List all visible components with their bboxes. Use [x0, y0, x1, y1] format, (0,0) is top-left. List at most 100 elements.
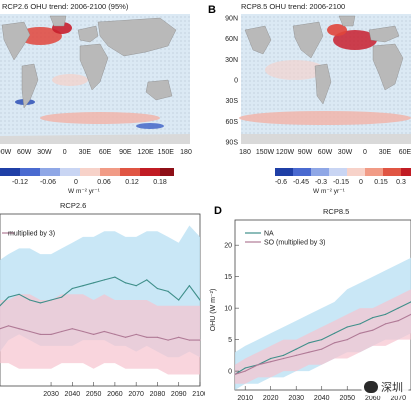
d-point-1-13	[397, 320, 399, 322]
map-b-cb-tick-5: 0.15	[374, 179, 388, 186]
d-point-1-9	[346, 339, 348, 341]
chart-c-legend: multiplied by 3)	[2, 231, 55, 238]
c-xtick-3: 2060	[107, 391, 123, 398]
chart-d-yaxis: 0 5 10 15 20	[224, 243, 239, 376]
map-a-cb-tick-0: -0.12	[12, 179, 28, 186]
map-b-lat-tick-2: 30N	[225, 57, 238, 64]
map-b-cb-tick-1: -0.45	[293, 179, 309, 186]
map-b-asia-east	[244, 25, 272, 55]
map-a-lon-tick-5: 60E	[99, 149, 112, 156]
map-a-units: W m⁻² yr⁻¹	[68, 188, 101, 195]
map-b-lat-tick-5: 60S	[226, 119, 239, 126]
c-point-0-17	[178, 299, 180, 301]
chart-d-panel: D RCP8.5 OHU (W m⁻²) 2010 2020 2030 2040 205…	[210, 205, 411, 402]
c-point-1-15	[156, 336, 158, 338]
map-a-lon-tick-2: 30W	[37, 149, 52, 156]
d-xtick-0: 2010	[237, 395, 253, 402]
c-xtick-0: 2030	[43, 391, 59, 398]
c-xtick-2: 2050	[86, 391, 102, 398]
c-point-1-11	[114, 333, 116, 335]
map-a-cb-tick-5: 0.18	[153, 179, 167, 186]
c-point-0-16	[167, 290, 169, 292]
c-point-0-1	[7, 296, 10, 298]
map-b-lon-tick-4: 60W	[318, 149, 333, 156]
map-b-lat-tick-4: 30S	[226, 98, 239, 105]
map-b-panel: B RCP8.5 OHU trend: 2006-2100 90N 60N 30N 0…	[208, 2, 411, 195]
chart-d-title: RCP8.5	[323, 207, 349, 216]
c-point-1-1	[7, 325, 10, 327]
map-b-cb-tick-4: 0	[359, 179, 363, 186]
map-a-lon-ticks: 90W 60W 30W 0 30E 60E 90E 120E 150E 180	[0, 149, 192, 156]
c-point-1-3	[29, 330, 31, 333]
d-point-1-0	[234, 373, 236, 375]
map-b-lon-tick-1: 150W	[256, 149, 275, 156]
chart-c-xaxis: 2030 2040 2050 2060 2070 2080 2090 2100	[43, 382, 205, 398]
d-point-0-13	[397, 307, 399, 309]
d-ytick-2: 10	[224, 306, 232, 313]
d-ytick-4: 20	[224, 243, 232, 250]
c-point-1-4	[39, 333, 42, 335]
c-point-0-13	[135, 285, 137, 287]
c-point-0-3	[29, 299, 31, 301]
chart-c-legend-so: multiplied by 3)	[8, 231, 55, 238]
c-point-0-0	[0, 305, 1, 307]
d-xtick-2: 2030	[288, 395, 304, 402]
map-a-cb-tick-2: 0	[74, 179, 78, 186]
c-point-1-17	[178, 336, 180, 338]
map-a-cb-tick-3: 0.06	[97, 179, 111, 186]
d-point-1-6	[308, 351, 310, 353]
map-b-greenland	[338, 15, 356, 27]
c-point-0-9	[93, 282, 95, 284]
map-b-lon-tick-0: 180	[239, 149, 251, 156]
map-a-south-america	[21, 63, 39, 109]
c-point-0-4	[39, 302, 42, 304]
d-point-0-8	[333, 332, 336, 334]
d-point-0-5	[295, 348, 297, 350]
c-point-1-18	[188, 339, 190, 341]
map-b-lon-ticks: 180 150W 120W 90W 60W 30W 0 30E 60E	[239, 149, 411, 156]
d-xtick-1: 2020	[263, 395, 279, 402]
map-b-lon-tick-7: 30E	[379, 149, 392, 156]
d-point-1-10	[359, 332, 361, 334]
c-xtick-7: 2100	[192, 391, 205, 398]
map-a-na-warming	[18, 27, 62, 45]
d-point-1-12	[384, 323, 387, 325]
d-point-0-10	[359, 323, 361, 325]
map-b-lon-tick-2: 120W	[276, 149, 295, 156]
map-b-cb-tick-2: -0.3	[315, 179, 327, 186]
d-point-0-4	[282, 354, 285, 356]
c-point-1-8	[82, 330, 84, 333]
map-b-south-america	[314, 63, 332, 105]
c-point-0-18	[188, 285, 190, 287]
map-b-lat-ticks: 90N 60N 30N 0 30S 60S 90S	[225, 16, 238, 147]
d-ytick-3: 15	[224, 274, 232, 281]
map-b-lat-tick-6: 90S	[226, 140, 239, 147]
map-a-cb-tick-4: 0.12	[125, 179, 139, 186]
map-a-cb-tick-1: -0.06	[40, 179, 56, 186]
chart-d-legend: NA SO (multiplied by 3)	[245, 231, 325, 247]
map-b-lat-tick-0: 90N	[225, 16, 238, 23]
d-point-0-6	[308, 342, 310, 344]
d-point-1-3	[270, 361, 272, 363]
map-a-lon-tick-3: 0	[63, 149, 67, 156]
watermark-text: 深圳	[381, 381, 403, 394]
map-b-colorbar	[275, 168, 411, 176]
d-point-0-7	[321, 339, 323, 341]
c-point-1-7	[71, 328, 73, 330]
map-b-letter: B	[208, 4, 216, 16]
map-b-africa	[372, 43, 404, 91]
c-point-1-13	[135, 333, 137, 335]
c-point-1-9	[93, 333, 95, 335]
c-point-1-14	[146, 336, 148, 338]
d-point-1-4	[282, 357, 285, 360]
map-b-units: W m⁻² yr⁻¹	[313, 188, 346, 195]
map-b-title: RCP8.5 OHU trend: 2006-2100	[241, 2, 345, 11]
map-a-lon-tick-1: 60W	[17, 149, 32, 156]
c-xtick-6: 2090	[171, 391, 187, 398]
c-point-1-2	[18, 328, 20, 330]
c-point-0-2	[18, 293, 20, 295]
d-point-1-2	[257, 364, 259, 366]
d-ytick-0: 0	[228, 369, 232, 376]
map-a-greenland	[49, 15, 67, 27]
map-a-colorbar	[0, 168, 174, 176]
